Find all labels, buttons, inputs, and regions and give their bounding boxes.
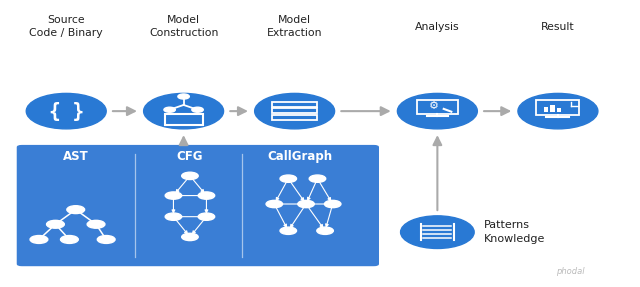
Circle shape [298,200,314,208]
Text: { }: { } [49,102,84,121]
Text: Patterns
Knowledge: Patterns Knowledge [484,220,545,244]
Circle shape [198,192,214,199]
Circle shape [182,233,198,241]
Text: Model
Extraction: Model Extraction [267,15,323,38]
Circle shape [30,236,48,243]
Circle shape [309,175,326,182]
Circle shape [143,93,223,129]
Text: Source
Code / Binary: Source Code / Binary [29,15,103,38]
Text: phodal: phodal [556,267,585,276]
Circle shape [67,206,84,214]
Circle shape [178,94,189,99]
Circle shape [97,236,115,243]
Circle shape [401,216,474,249]
Circle shape [324,200,341,208]
Circle shape [266,200,283,208]
Circle shape [26,93,106,129]
Circle shape [255,93,335,129]
Text: Result: Result [541,22,575,32]
Circle shape [61,236,78,243]
Circle shape [165,213,182,220]
Text: CallGraph: CallGraph [267,150,332,163]
Circle shape [192,107,204,112]
Circle shape [182,172,198,180]
Circle shape [280,175,296,182]
Circle shape [198,213,214,220]
Circle shape [164,107,175,112]
Circle shape [165,192,182,199]
Circle shape [518,93,598,129]
Text: AST: AST [63,150,88,163]
Circle shape [280,227,296,234]
Text: Analysis: Analysis [415,22,460,32]
Circle shape [87,220,105,228]
Text: CFG: CFG [177,150,203,163]
Circle shape [397,93,477,129]
Text: Model
Construction: Model Construction [149,15,218,38]
Circle shape [47,220,64,228]
FancyBboxPatch shape [557,108,561,112]
Circle shape [317,227,333,234]
Text: ⚙: ⚙ [429,100,439,110]
FancyBboxPatch shape [17,145,379,266]
FancyBboxPatch shape [550,105,555,112]
FancyBboxPatch shape [544,107,548,112]
